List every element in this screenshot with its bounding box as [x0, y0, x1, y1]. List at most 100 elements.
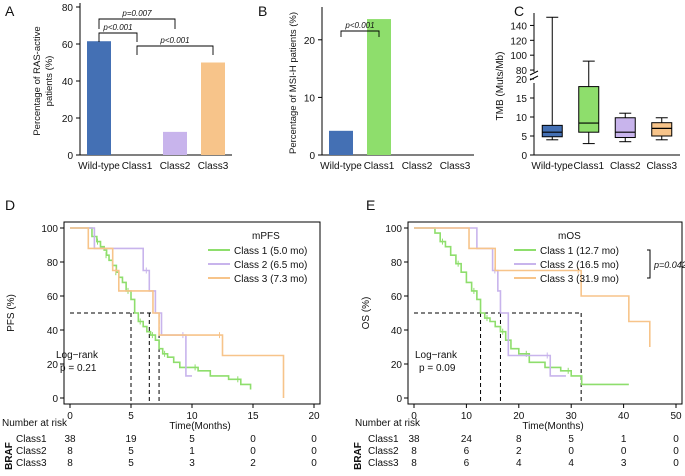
log-rank-label: Log−rank — [415, 350, 458, 361]
x-tick-label: Wild-type — [78, 161, 120, 172]
y-tick-label: 20 — [47, 360, 59, 371]
risk-count: 0 — [621, 446, 627, 457]
y-tick-label: 20 — [391, 360, 403, 371]
legend-p-value: p=0.042 — [653, 260, 685, 270]
risk-count: 19 — [125, 434, 137, 445]
x-tick-label: Class1 — [122, 161, 153, 172]
risk-row-label: Class3 — [368, 458, 399, 469]
risk-count: 0 — [311, 446, 317, 457]
x-tick-label: 15 — [247, 411, 259, 422]
risk-count: 8 — [516, 434, 522, 445]
y-tick-label: 60 — [391, 292, 403, 303]
log-rank-label: Log−rank — [56, 350, 99, 361]
x-axis-label: Time(Months) — [522, 421, 583, 432]
risk-count: 6 — [464, 458, 470, 469]
box-class1 — [578, 86, 600, 133]
y-tick-label: 0 — [396, 394, 402, 405]
y-tick-label: 0 — [67, 151, 73, 162]
legend-label: Class 1 (12.7 mo) — [540, 246, 619, 257]
risk-count: 8 — [411, 446, 417, 457]
panel-letter-E: E — [366, 197, 375, 213]
significance-bracket — [340, 30, 380, 37]
panel-letter-B: B — [258, 3, 267, 19]
risk-row-label: Class2 — [368, 446, 399, 457]
x-tick-label: Wild-type — [531, 161, 573, 172]
x-tick-label: Class2 — [160, 161, 191, 172]
legend-label: Class 2 (6.5 mo) — [234, 260, 307, 271]
risk-count: 0 — [311, 458, 317, 469]
risk-count: 1 — [621, 434, 627, 445]
risk-row-label: Class1 — [16, 434, 47, 445]
risk-count: 8 — [411, 458, 417, 469]
y-tick-label: 60 — [47, 292, 59, 303]
y-tick-label: 0 — [52, 394, 58, 405]
risk-count: 2 — [516, 446, 522, 457]
axis-break — [529, 70, 539, 76]
risk-count: 38 — [64, 434, 76, 445]
risk-count: 6 — [464, 446, 470, 457]
y-tick-label: 15 — [516, 94, 528, 105]
y-axis-label: Percentage of MSI-H patients (%) — [288, 12, 299, 154]
y-tick-label: 40 — [62, 77, 74, 88]
risk-count: 0 — [673, 446, 679, 457]
survival-curve-3 — [70, 227, 285, 398]
risk-count: 0 — [311, 434, 317, 445]
risk-count: 0 — [250, 446, 256, 457]
risk-table-side-label: BRAF — [353, 442, 364, 470]
bar-class2 — [163, 131, 187, 155]
risk-count: 5 — [189, 434, 195, 445]
risk-count: 5 — [568, 434, 574, 445]
p-value-label: p = 0.09 — [419, 363, 456, 374]
risk-count: 4 — [516, 458, 522, 469]
significance-bracket — [136, 45, 214, 55]
significance-label: p<0.001 — [102, 23, 132, 32]
significance-label: p<0.001 — [344, 21, 374, 30]
y-tick-label: 0 — [521, 151, 527, 162]
y-axis-label: OS (%) — [361, 297, 372, 330]
risk-count: 0 — [673, 434, 679, 445]
y-tick-label: 80 — [47, 258, 59, 269]
y-tick-label: 20 — [516, 75, 528, 86]
risk-count: 2 — [250, 458, 256, 469]
risk-count: 0 — [568, 446, 574, 457]
legend-label: Class 1 (5.0 mo) — [234, 246, 307, 257]
risk-count: 38 — [408, 434, 420, 445]
y-tick-label: 40 — [47, 326, 59, 337]
x-tick-label: Class1 — [364, 161, 395, 172]
x-tick-label: 0 — [411, 411, 417, 422]
risk-count: 5 — [128, 446, 134, 457]
y-tick-label: 120 — [510, 36, 527, 47]
y-tick-label: 10 — [516, 113, 528, 124]
risk-count: 3 — [621, 458, 627, 469]
y-tick-label: 100 — [41, 224, 58, 235]
y-tick-label: 80 — [516, 66, 528, 77]
y-tick-label: 0 — [309, 151, 315, 162]
y-tick-label: 60 — [62, 40, 74, 51]
y-tick-label: 40 — [391, 326, 403, 337]
legend-label: Class 3 (7.3 mo) — [234, 274, 307, 285]
risk-count: 0 — [250, 434, 256, 445]
risk-row-label: Class3 — [16, 458, 47, 469]
survival-curve-1 — [70, 227, 252, 390]
bar-wild-type — [87, 41, 111, 155]
risk-row-label: Class1 — [368, 434, 399, 445]
x-tick-label: Wild-type — [320, 161, 362, 172]
risk-table-side-label: BRAF — [4, 442, 15, 470]
y-tick-label: 80 — [391, 258, 403, 269]
y-tick-label: 20 — [62, 114, 74, 125]
box-class3 — [651, 122, 673, 137]
x-tick-label: 0 — [67, 411, 73, 422]
x-tick-label: 5 — [128, 411, 134, 422]
risk-table-title: Number at risk — [355, 418, 421, 429]
risk-count: 0 — [673, 458, 679, 469]
y-tick-label: 100 — [510, 51, 527, 62]
y-tick-label: 100 — [385, 224, 402, 235]
x-tick-label: Class3 — [198, 161, 229, 172]
significance-label: p<0.001 — [159, 36, 189, 45]
x-tick-label: Class1 — [573, 161, 604, 172]
significance-label: p=0.007 — [121, 9, 152, 18]
panel-letter-A: A — [5, 3, 15, 19]
y-tick-label: 80 — [62, 3, 74, 14]
y-axis-label: patients (%) — [44, 56, 55, 107]
x-tick-label: 50 — [670, 411, 682, 422]
